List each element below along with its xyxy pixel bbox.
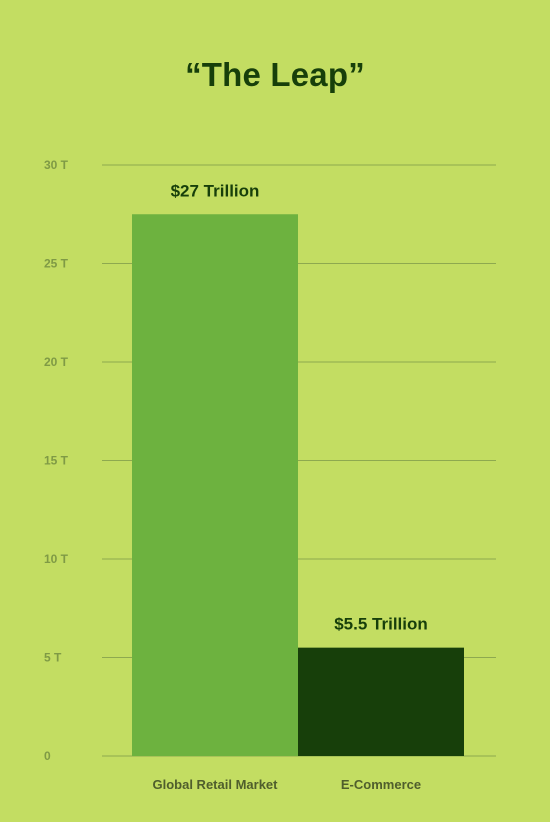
y-tick-label: 20 T — [44, 355, 69, 369]
y-tick-label: 30 T — [44, 158, 69, 172]
y-tick-label: 0 — [44, 749, 51, 763]
bar — [298, 647, 464, 756]
y-tick-label: 15 T — [44, 454, 69, 468]
data-label: $27 Trillion — [171, 181, 260, 200]
y-tick-label: 5 T — [44, 651, 62, 665]
x-tick-label: E-Commerce — [341, 777, 421, 792]
x-tick-label: Global Retail Market — [153, 777, 279, 792]
y-tick-label: 25 T — [44, 257, 69, 271]
y-tick-label: 10 T — [44, 552, 69, 566]
chart-title: “The Leap” — [185, 56, 365, 93]
bar — [132, 214, 298, 756]
data-label: $5.5 Trillion — [334, 615, 428, 634]
